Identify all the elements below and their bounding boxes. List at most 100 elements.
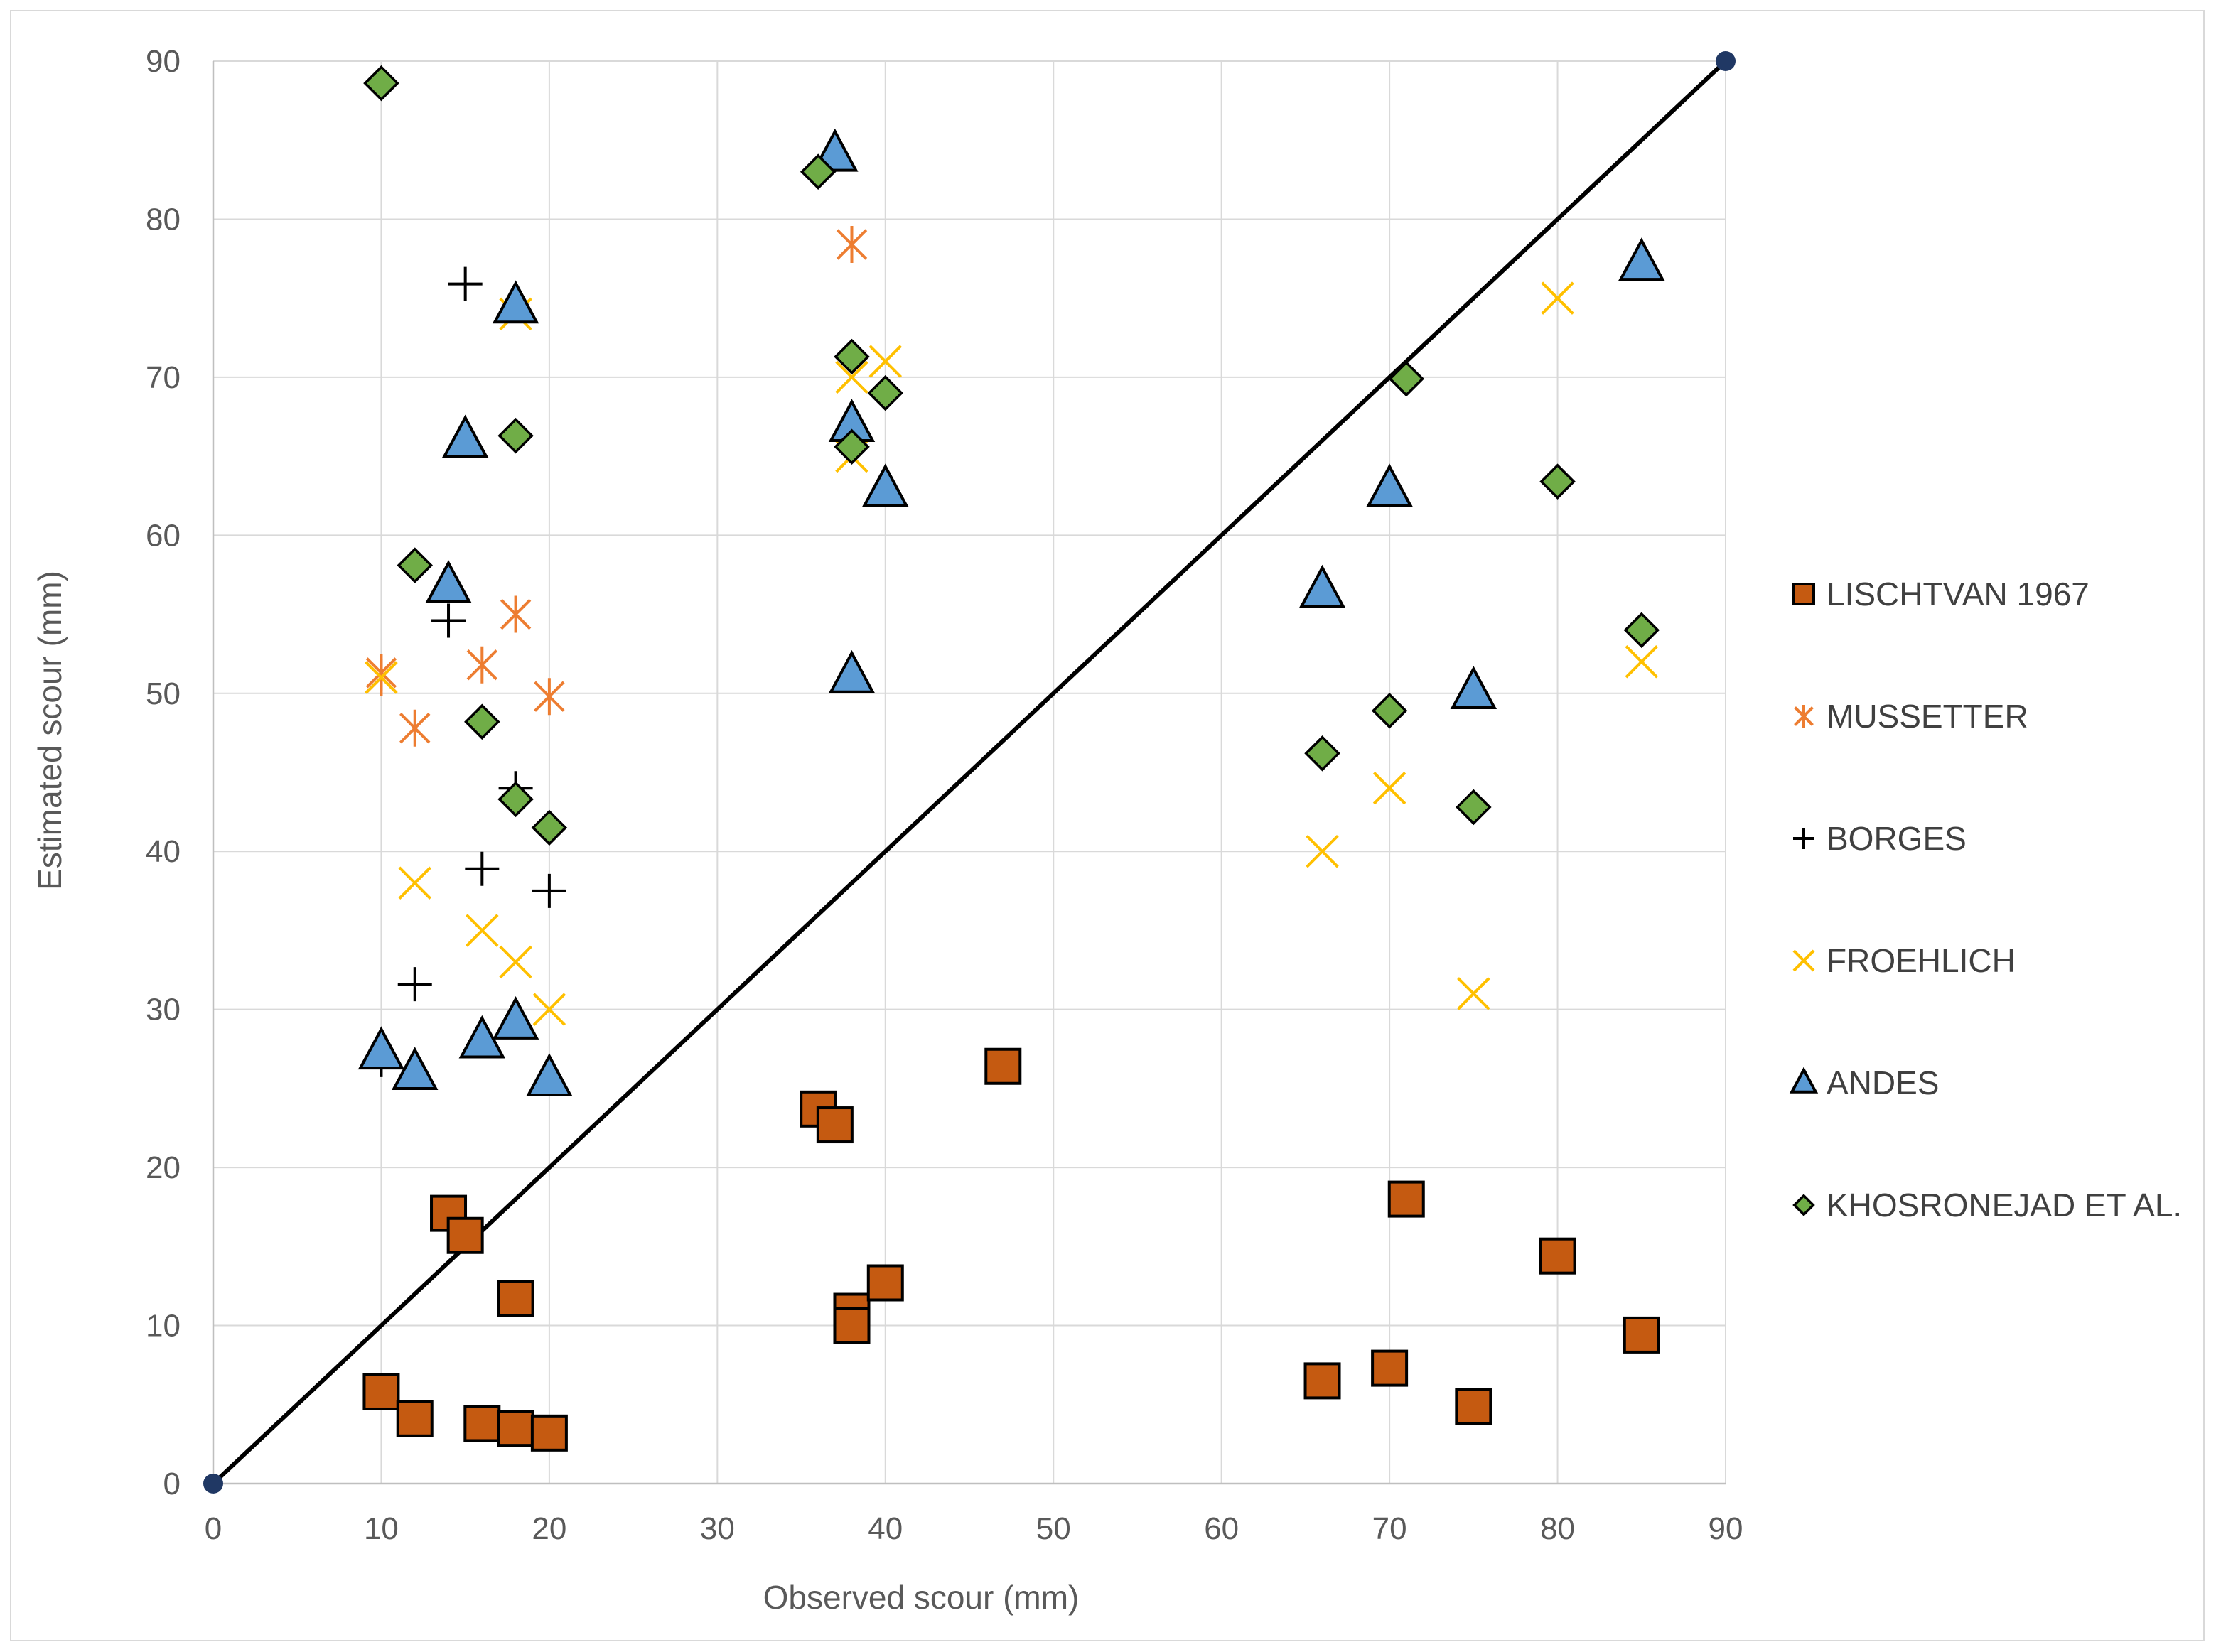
data-point-plus [397,967,432,1002]
data-point-square-shape [530,1414,568,1452]
legend-marker-diamond-shape [1792,1194,1815,1216]
data-point-plus [448,266,483,301]
data-point-square-shape [984,1047,1022,1085]
data-point-square [497,1280,534,1317]
data-point-square-shape [446,1216,484,1254]
data-point-x-stroke [835,360,868,394]
x-tick-label: 60 [1204,1511,1239,1546]
x-tick-label: 20 [532,1511,566,1546]
data-point-x-stroke [1372,771,1406,805]
data-point-x [1625,645,1659,679]
y-tick-label: 50 [146,676,181,711]
data-point-asterisk [500,595,532,633]
data-point-square-shape [362,1373,400,1410]
data-point-square [463,1405,501,1442]
data-point-x-stroke [1625,645,1659,679]
data-point-square-shape [463,1405,501,1442]
data-point-diamond [397,547,434,583]
legend-label: BORGES [1827,820,1967,857]
data-point-triangle [1618,237,1665,281]
data-point-asterisk [534,678,565,716]
x-tick-label: 0 [205,1511,222,1546]
data-point-x-stroke [499,945,532,979]
legend-marker-triangle [1789,1067,1819,1094]
legend: LISCHTVAN 1967 MUSSETTER BORGES FROEHLICH AN… [1789,576,2182,1224]
data-point-triangle-shape [862,463,909,507]
data-point-square-shape [1371,1349,1409,1387]
data-point-triangle [458,1015,506,1059]
x-tick-label: 90 [1709,1511,1743,1546]
reference-line [211,59,1728,1486]
y-tick-label: 10 [146,1309,181,1344]
data-point-x [532,993,566,1026]
data-point-diamond [531,809,568,846]
legend-item: MUSSETTER [1794,698,2028,735]
data-point-square-shape [497,1280,534,1317]
data-point-square [362,1373,400,1410]
data-point-triangle-shape [391,1047,439,1091]
data-point-triangle [441,414,489,458]
data-point-square [1303,1362,1341,1400]
data-point-x [1306,834,1339,868]
data-point-triangle-shape [492,280,539,324]
data-point-triangle [391,1047,439,1091]
legend-label: KHOSRONEJAD ET AL. [1827,1187,2182,1224]
data-point-x-stroke [868,345,903,378]
data-point-triangle [492,280,539,324]
data-point-diamond [1623,612,1660,649]
data-point-diamond-shape [834,428,870,465]
data-point-square-shape [833,1307,871,1344]
data-point-diamond [1304,735,1340,772]
data-point-triangle-shape [357,1026,405,1070]
data-point-diamond-shape [497,417,534,454]
data-point-asterisk [399,709,431,747]
data-point-square [833,1307,871,1344]
reference-line-group [203,51,1736,1494]
y-tick-label: 0 [163,1467,181,1501]
data-point-x [499,945,532,979]
series-plus [364,266,869,1077]
data-point-triangle-shape [1366,463,1413,507]
y-tick-label: 20 [146,1150,181,1185]
data-point-diamond [834,428,870,465]
x-tick-label: 80 [1540,1511,1575,1546]
data-point-square [1623,1316,1660,1354]
x-tick-label: 50 [1036,1511,1071,1546]
x-axis-title: Observed scour (mm) [763,1579,1080,1616]
legend-marker-asterisk [1794,705,1814,728]
data-point-x-stroke [1457,977,1490,1010]
legend-item: KHOSRONEJAD ET AL. [1792,1187,2182,1224]
legend-label: LISCHTVAN 1967 [1827,576,2089,612]
data-point-square [1371,1349,1409,1387]
x-tick-label: 70 [1372,1511,1407,1546]
data-point-square-shape [1455,1388,1492,1425]
reference-line-endpoint [203,1474,223,1494]
legend-marker-square [1792,583,1815,605]
data-point-square-shape [497,1410,534,1447]
data-point-square [446,1216,484,1254]
y-tick-label: 80 [146,202,181,237]
series-x [365,281,1659,1026]
data-point-square [816,1106,854,1144]
reference-line-endpoint [1716,51,1736,71]
legend-item: LISCHTVAN 1967 [1792,576,2089,612]
data-point-diamond-shape [1456,789,1492,826]
data-point-x [1372,771,1406,805]
series-triangle [357,128,1665,1096]
data-point-diamond [497,417,534,454]
data-point-triangle-shape [1450,666,1497,709]
legend-marker-triangle-shape [1789,1067,1819,1094]
data-point-diamond-shape [1371,692,1408,729]
data-point-asterisk [466,646,498,684]
y-tick-label: 60 [146,518,181,553]
data-point-x [1541,281,1574,315]
legend-marker-x-stroke [1792,949,1815,972]
data-point-x [398,866,431,900]
data-point-diamond-shape [363,65,399,102]
data-point-square-shape [1623,1316,1660,1354]
legend-item: BORGES [1793,820,1967,857]
data-point-diamond [1371,692,1408,729]
data-point-diamond [363,65,399,102]
data-point-square [984,1047,1022,1085]
x-tick-label: 40 [868,1511,903,1546]
